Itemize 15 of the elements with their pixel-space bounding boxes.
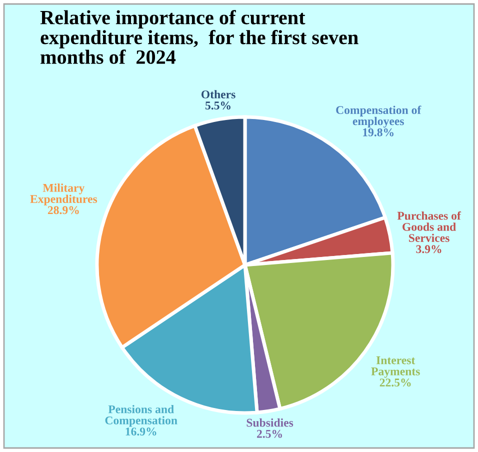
slice-label: Interest Payments [371,356,420,378]
chart-title: Relative importance of current expenditure items, for the first seven months of 2024 [40,10,358,64]
data-label: 3.9% [416,245,442,254]
slice-label: Others [201,90,236,98]
data-label: 2.5% [257,430,282,438]
data-label: 16.9% [126,428,156,436]
data-label: 22.5% [380,378,411,387]
data-label: 5.5% [205,102,230,110]
slice-label: Military Expenditures [30,184,98,206]
data-label: 28.9% [48,206,79,214]
slice-label: Purchases of Goods and Services [397,211,462,242]
slice-label: Compensation of employees [336,106,422,128]
slice-label: Subsidies [246,418,294,427]
slice-label: Pensions and Compensation [105,404,178,427]
data-label: 19.8% [363,128,394,136]
